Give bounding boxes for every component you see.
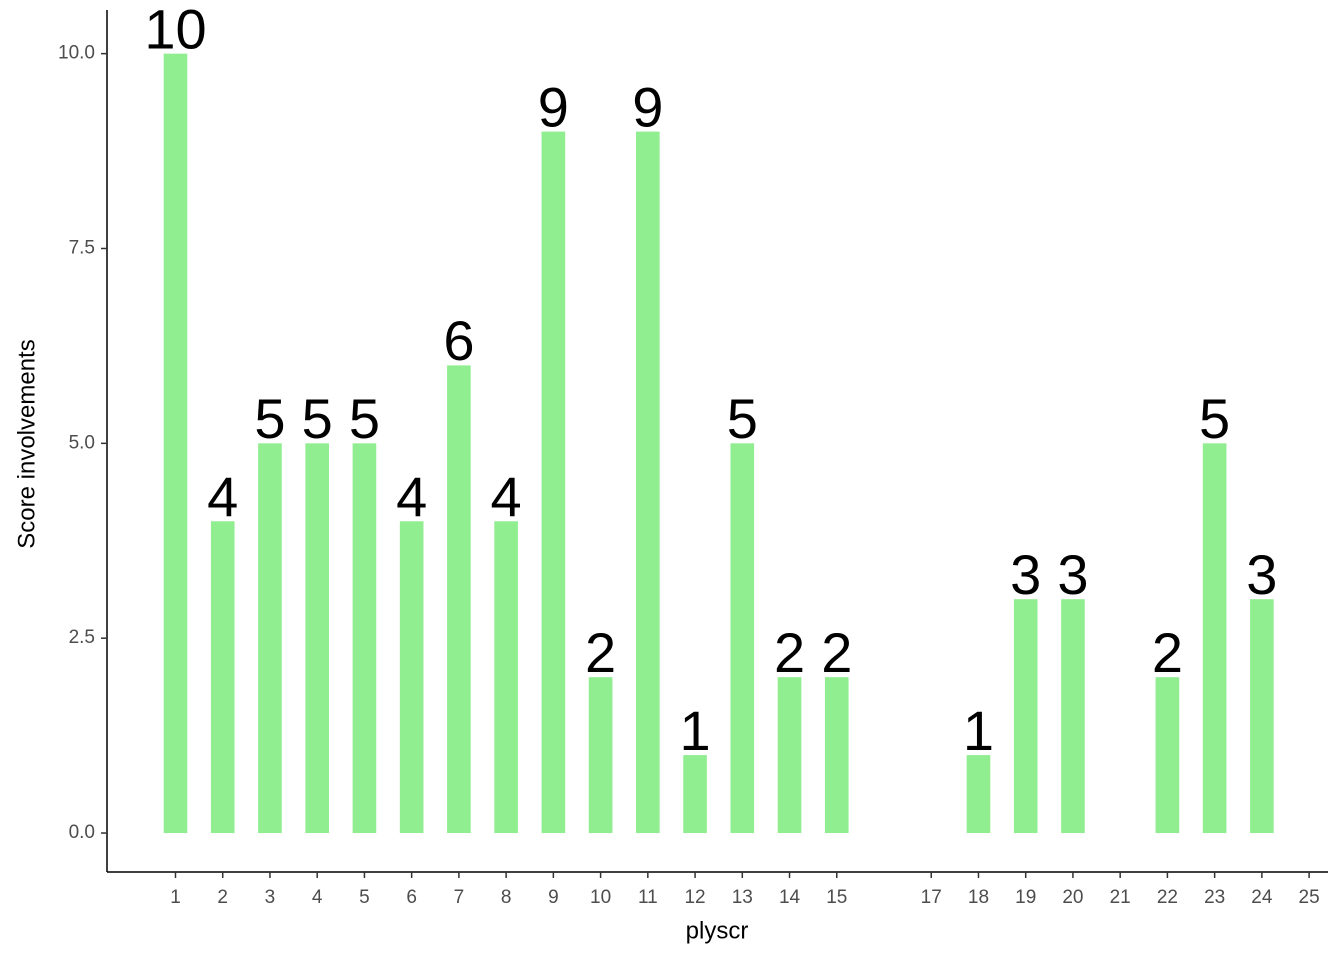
value-label: 2	[774, 621, 805, 684]
value-label: 5	[349, 387, 380, 450]
value-label: 5	[1199, 387, 1230, 450]
value-label: 1	[963, 699, 994, 762]
bar	[966, 755, 991, 834]
bar	[494, 521, 518, 834]
bar	[163, 53, 188, 834]
value-label: 5	[727, 387, 758, 450]
value-label: 4	[396, 465, 427, 528]
bar	[588, 677, 613, 834]
bar	[730, 443, 755, 834]
bar	[1013, 599, 1038, 834]
x-tick-label: 4	[312, 887, 323, 908]
bar	[399, 521, 424, 834]
value-label: 10	[144, 0, 206, 60]
value-label: 4	[207, 465, 238, 528]
bar	[541, 131, 566, 834]
x-tick-label: 17	[921, 887, 942, 908]
x-tick-label: 11	[638, 887, 658, 908]
bar	[305, 443, 329, 834]
y-tick-label: 10.0	[58, 43, 95, 64]
x-tick-label: 6	[406, 887, 417, 908]
bar	[777, 677, 802, 834]
bar	[1202, 443, 1227, 834]
value-label: 6	[443, 309, 474, 372]
x-tick-label: 18	[968, 887, 989, 908]
x-tick-label: 8	[501, 887, 512, 908]
value-label: 5	[302, 387, 333, 450]
x-tick-label: 13	[732, 887, 753, 908]
bar	[258, 443, 282, 834]
x-tick-label: 7	[454, 887, 465, 908]
bar	[1155, 677, 1180, 834]
x-tick-label: 9	[548, 887, 559, 908]
x-tick-label: 3	[265, 887, 276, 908]
bar	[1061, 599, 1085, 834]
value-label: 9	[632, 75, 663, 138]
y-axis-title: Score involvements	[13, 339, 40, 548]
bar	[210, 521, 235, 834]
value-label: 5	[254, 387, 285, 450]
y-tick-label: 0.0	[69, 822, 95, 843]
value-label: 3	[1010, 543, 1041, 606]
value-label: 4	[491, 465, 522, 528]
y-tick-label: 5.0	[69, 432, 95, 453]
x-tick-label: 2	[217, 887, 228, 908]
bar	[824, 677, 849, 834]
x-tick-label: 20	[1062, 887, 1083, 908]
value-label: 2	[821, 621, 852, 684]
x-tick-label: 22	[1157, 887, 1178, 908]
value-label: 1	[679, 699, 710, 762]
x-axis-title: plyscr	[686, 917, 749, 944]
value-label: 9	[538, 75, 569, 138]
x-tick-label: 5	[359, 887, 370, 908]
x-tick-label: 15	[826, 887, 847, 908]
value-label: 3	[1246, 543, 1277, 606]
bar	[636, 131, 660, 834]
x-tick-label: 21	[1110, 887, 1131, 908]
value-label: 2	[1152, 621, 1183, 684]
bar	[352, 443, 377, 834]
x-tick-label: 10	[590, 887, 611, 908]
y-tick-label: 7.5	[69, 238, 95, 259]
value-label: 3	[1057, 543, 1088, 606]
x-tick-label: 1	[170, 887, 181, 908]
x-tick-label: 25	[1299, 887, 1320, 908]
bar	[683, 755, 707, 834]
y-tick-label: 2.5	[69, 627, 95, 648]
bar	[1250, 599, 1274, 834]
x-tick-label: 19	[1015, 887, 1036, 908]
value-label: 2	[585, 621, 616, 684]
x-tick-label: 14	[779, 887, 801, 908]
bar	[447, 365, 471, 834]
x-tick-label: 23	[1204, 887, 1225, 908]
x-tick-label: 12	[684, 887, 705, 908]
x-tick-label: 24	[1251, 887, 1273, 908]
